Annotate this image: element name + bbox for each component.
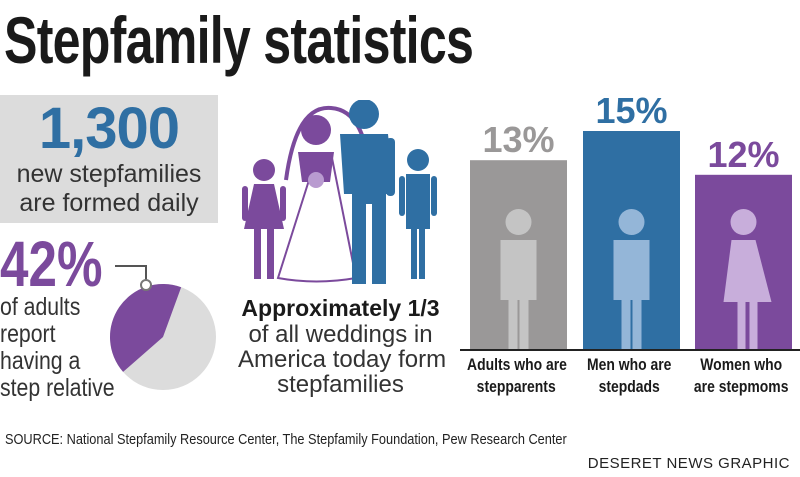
person-figure-icon (500, 209, 537, 350)
weddings-stat-headline: Approximately 1/3 (241, 295, 440, 321)
page-title: Stepfamily statistics (4, 3, 474, 77)
daily-stat-line1: new stepfamilies (16, 160, 202, 188)
bar-category-label: Men who are (587, 355, 672, 374)
pie-connector (115, 265, 147, 281)
stepparent-bar-chart: 13% 15% 12% (460, 90, 800, 351)
bar-value-label: 12% (707, 134, 779, 175)
bride-figure-icon (276, 105, 370, 283)
daily-stat-number: 1,300 (38, 96, 180, 161)
person-figure-icon (723, 209, 772, 350)
boy-figure-icon (399, 149, 437, 279)
person-figure-icon (613, 209, 650, 350)
bar-category-label: stepparents (476, 377, 557, 396)
pie-pin (140, 279, 152, 291)
relative-stat-number: 42% (0, 228, 103, 300)
daily-stat-panel (0, 95, 218, 223)
source-note: SOURCE: National Stepfamily Resource Cen… (5, 431, 567, 448)
bouquet-icon (308, 172, 324, 188)
weddings-stat-line: stepfamilies (277, 371, 404, 398)
relative-pie-chart (110, 265, 216, 390)
relative-stat-line: of adults (0, 293, 81, 321)
bar-value-label: 13% (482, 119, 554, 160)
relative-stat-line: step relative (0, 374, 115, 402)
weddings-stat-line: of all weddings in (248, 321, 433, 348)
bar-value-label: 15% (595, 90, 667, 131)
bar-category-label: stepdads (598, 377, 661, 396)
weddings-stat-line: America today form (238, 346, 447, 373)
bar-category-label: Women who (700, 355, 783, 374)
wedding-family-illustration (242, 100, 437, 284)
relative-stat-line: report (0, 320, 56, 348)
girl-figure-icon (242, 159, 286, 279)
groom-figure-icon (340, 100, 395, 284)
credit-line: DESERET NEWS GRAPHIC (587, 455, 790, 472)
pie-slice-42 (110, 284, 182, 372)
bar-category-label: are stepmoms (694, 377, 789, 396)
daily-stat-line2: are formed daily (19, 189, 199, 217)
bar-category-label: Adults who are (467, 355, 568, 374)
relative-stat-line: having a (0, 347, 81, 375)
